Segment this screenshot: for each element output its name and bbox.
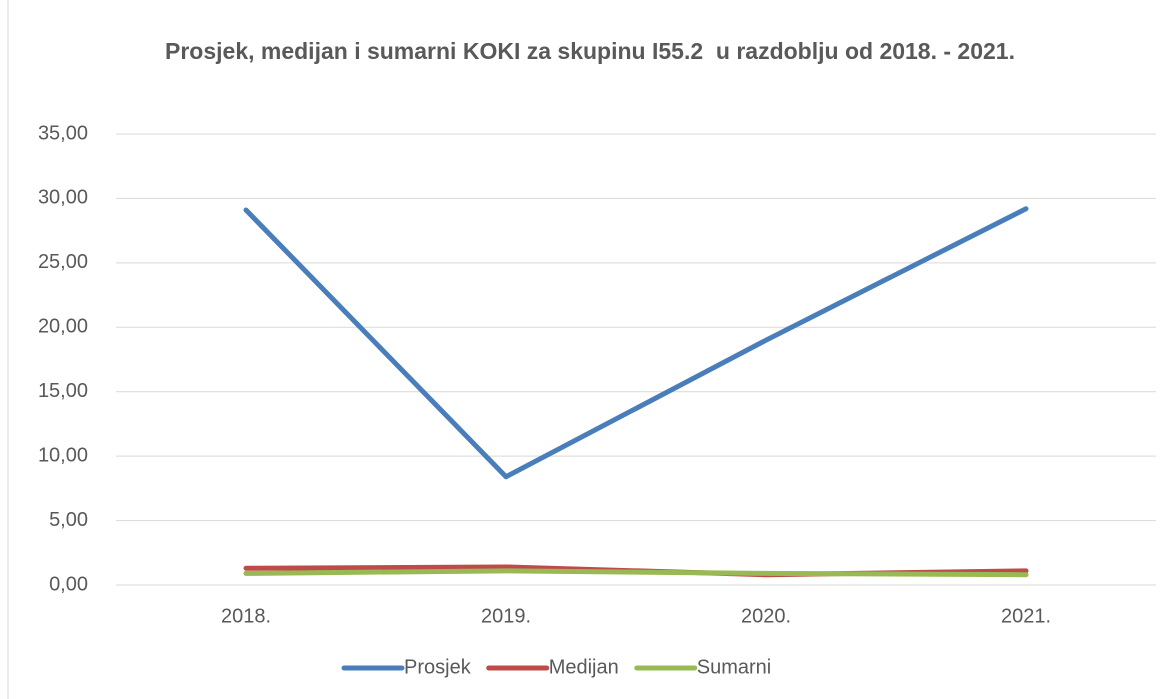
x-tick-label: 2018. — [221, 605, 271, 627]
y-tick-label: 20,00 — [38, 316, 88, 338]
legend-label: Sumarni — [697, 656, 771, 678]
series-line — [243, 206, 1029, 480]
legend-label: Prosjek — [404, 656, 472, 678]
y-tick-label: 15,00 — [38, 380, 88, 402]
x-tick-label: 2020. — [741, 605, 791, 627]
x-tick-label: 2021. — [1001, 605, 1051, 627]
y-tick-label: 35,00 — [38, 122, 88, 144]
series-line — [243, 568, 1029, 578]
y-tick-label: 10,00 — [38, 444, 88, 466]
legend-label: Medijan — [549, 656, 619, 678]
y-tick-label: 30,00 — [38, 187, 88, 209]
chart-title: Prosjek, medijan i sumarni KOKI za skupi… — [165, 38, 1015, 64]
x-tick-label: 2019. — [481, 605, 531, 627]
y-tick-label: 25,00 — [38, 251, 88, 273]
y-tick-label: 5,00 — [49, 509, 88, 531]
y-tick-label: 0,00 — [49, 573, 88, 595]
